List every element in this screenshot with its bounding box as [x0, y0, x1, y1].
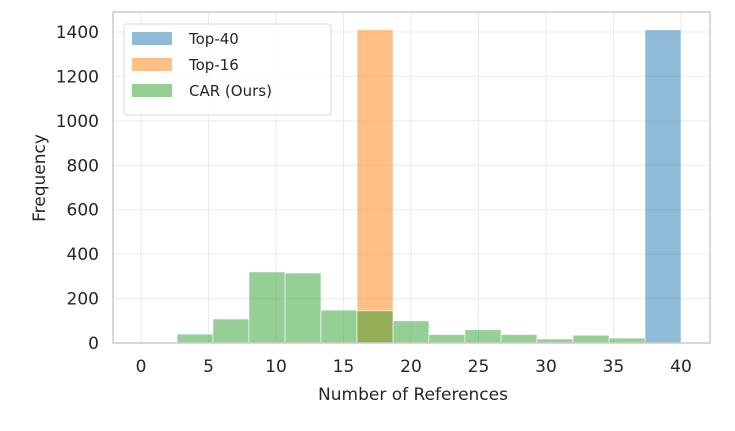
- y-tick-label: 800: [67, 156, 99, 176]
- histogram-bar: [500, 334, 538, 344]
- x-tick-label: 35: [603, 357, 625, 377]
- histogram-bar: [212, 318, 250, 344]
- x-axis-ticks: 0 5 10 15 20 25 30 35 40: [136, 357, 692, 377]
- legend-label: Top-40: [188, 30, 239, 48]
- x-tick-label: 20: [400, 357, 422, 377]
- histogram-bar: [644, 29, 682, 344]
- x-tick-label: 15: [333, 357, 355, 377]
- y-axis-ticks: 0 200 400 600 800 1000 1200 1400: [56, 23, 99, 354]
- x-tick-label: 0: [136, 357, 147, 377]
- x-tick-label: 5: [203, 357, 214, 377]
- y-axis-label: Frequency: [30, 134, 50, 222]
- legend-swatch: [132, 84, 172, 97]
- legend-swatch: [132, 58, 172, 71]
- legend-box: [123, 23, 332, 116]
- histogram-bar: [392, 320, 430, 344]
- histogram-bar: [320, 309, 358, 344]
- y-tick-label: 1400: [56, 23, 99, 43]
- legend: Top-40 Top-16 CAR (Ours): [123, 23, 332, 116]
- histogram-bar: [284, 272, 322, 344]
- histogram-bar: [356, 29, 394, 344]
- x-tick-label: 10: [265, 357, 287, 377]
- histogram-bar: [356, 310, 394, 344]
- histogram-bar: [248, 271, 286, 344]
- legend-swatch: [132, 32, 172, 45]
- legend-label: CAR (Ours): [189, 82, 272, 100]
- legend-label: Top-16: [188, 56, 239, 74]
- y-tick-label: 400: [67, 245, 99, 265]
- plot-frame: [112, 11, 711, 344]
- histogram-bar: [572, 334, 610, 344]
- x-tick-label: 25: [468, 357, 490, 377]
- histogram-bar: [176, 333, 214, 344]
- histogram-bars: [176, 29, 682, 344]
- histogram-bar: [464, 329, 502, 344]
- x-tick-label: 40: [670, 357, 692, 377]
- y-tick-label: 200: [67, 290, 99, 310]
- y-tick-label: 0: [88, 334, 99, 354]
- x-axis-label: Number of References: [318, 385, 508, 405]
- histogram-bar: [428, 334, 466, 344]
- y-tick-label: 1200: [56, 67, 99, 87]
- y-tick-label: 600: [67, 201, 99, 221]
- x-tick-label: 30: [535, 357, 557, 377]
- y-tick-label: 1000: [56, 112, 99, 132]
